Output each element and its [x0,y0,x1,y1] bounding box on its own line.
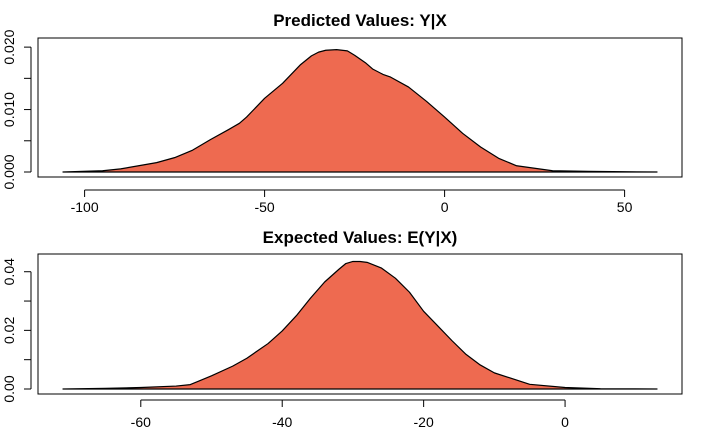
expected-density-area [62,260,658,390]
expected-x-tick-label: -60 [131,414,151,430]
predicted-x-tick-label: 0 [441,199,449,215]
expected-y-tick-label: 0.00 [1,375,17,402]
expected-x-tick-label: 0 [561,414,569,430]
predicted-x-tick-label: -50 [254,199,274,215]
expected-y-tick-label: 0.02 [1,317,17,344]
predicted-x-tick-label: 50 [617,199,633,215]
predicted-plot-frame [37,37,683,178]
predicted-y-tick-label: 0.020 [1,29,17,64]
predicted-x-tick-label: -100 [71,199,99,215]
predicted-y-tick-label: 0.000 [1,154,17,189]
expected-values-title: Expected Values: E(Y|X) [263,228,458,247]
expected-y-tick-label: 0.04 [1,258,17,285]
predicted-values-panel: Predicted Values: Y|X -100 -50 0 50 0.000 0.0… [1,11,683,215]
expected-x-tick-label: -40 [272,414,292,430]
predicted-values-title: Predicted Values: Y|X [273,11,447,30]
predicted-y-tick-label: 0.010 [1,92,17,127]
expected-plot-frame [37,253,683,395]
expected-x-tick-label: -20 [414,414,434,430]
predicted-density-area [62,49,658,173]
expected-values-panel: Expected Values: E(Y|X) -60 -40 -20 0 0.00 0.… [1,228,683,430]
